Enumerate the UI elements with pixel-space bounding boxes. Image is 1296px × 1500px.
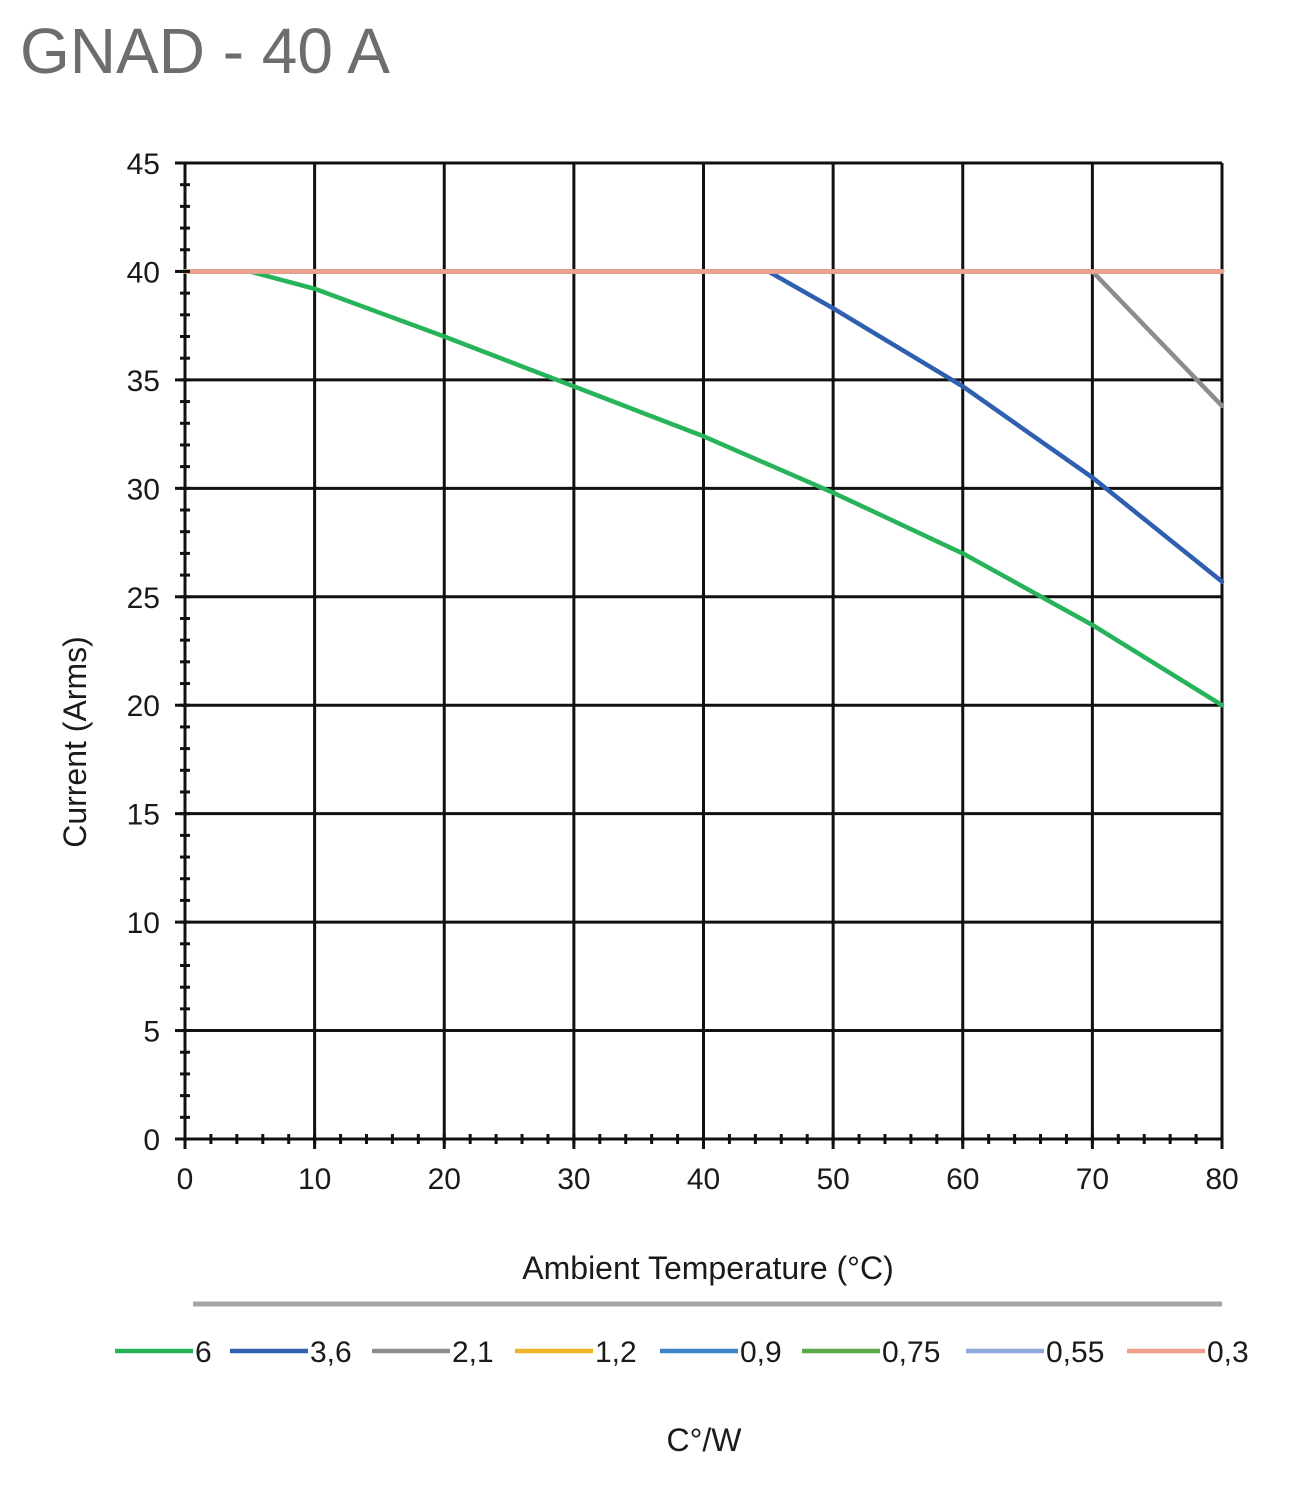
- page-title: GNAD - 40 A: [20, 15, 390, 87]
- legend-title: C°/W: [667, 1422, 743, 1458]
- legend-item: 2,1: [372, 1336, 494, 1369]
- y-tick-label: 45: [127, 148, 160, 181]
- legend-label: 6: [195, 1336, 212, 1369]
- y-tick-label: 0: [143, 1124, 160, 1157]
- legend-item: 0,3: [1127, 1336, 1249, 1369]
- y-tick-label: 35: [127, 365, 160, 398]
- x-tick-label: 20: [428, 1163, 461, 1196]
- x-tick-label: 0: [177, 1163, 194, 1196]
- series-line-0: [182, 269, 1225, 708]
- legend-item: 1,2: [515, 1336, 637, 1369]
- legend-item: 0,55: [966, 1336, 1104, 1369]
- grid-lines: [183, 161, 1224, 1141]
- axes: [175, 161, 1224, 1149]
- legend-item: 0,75: [802, 1336, 940, 1369]
- y-axis-label: Current (Arms): [57, 636, 93, 848]
- x-tick-label: 80: [1205, 1163, 1238, 1196]
- x-axis-label: Ambient Temperature (°C): [522, 1250, 893, 1286]
- legend-label: 1,2: [595, 1336, 637, 1369]
- legend: 6 3,6 2,1 1,2 0,9 0,75 0,55 0,3: [115, 1336, 1249, 1369]
- y-tick-label: 15: [127, 799, 160, 832]
- x-tick-label: 40: [687, 1163, 720, 1196]
- y-tick-label: 40: [127, 256, 160, 289]
- y-tick-label: 20: [127, 690, 160, 723]
- legend-item: 0,9: [660, 1336, 782, 1369]
- x-tick-label: 10: [298, 1163, 331, 1196]
- legend-label: 0,3: [1207, 1336, 1249, 1369]
- tick-labels: 0 10 20 30 40 50 60 70 80 0 5 10 15 20 25 30 35 40 45: [127, 148, 1239, 1196]
- y-tick-label: 30: [127, 473, 160, 506]
- legend-label: 3,6: [310, 1336, 352, 1369]
- legend-label: 2,1: [452, 1336, 494, 1369]
- legend-label: 0,9: [740, 1336, 782, 1369]
- y-tick-label: 10: [127, 907, 160, 940]
- y-tick-label: 25: [127, 582, 160, 615]
- x-tick-label: 70: [1076, 1163, 1109, 1196]
- series-lines: [182, 269, 1225, 708]
- legend-item: 3,6: [230, 1336, 352, 1369]
- legend-label: 0,75: [882, 1336, 940, 1369]
- x-tick-label: 60: [946, 1163, 979, 1196]
- x-tick-label: 30: [557, 1163, 590, 1196]
- legend-label: 0,55: [1046, 1336, 1104, 1369]
- y-tick-label: 5: [143, 1016, 160, 1049]
- x-tick-label: 50: [816, 1163, 849, 1196]
- legend-item: 6: [115, 1336, 212, 1369]
